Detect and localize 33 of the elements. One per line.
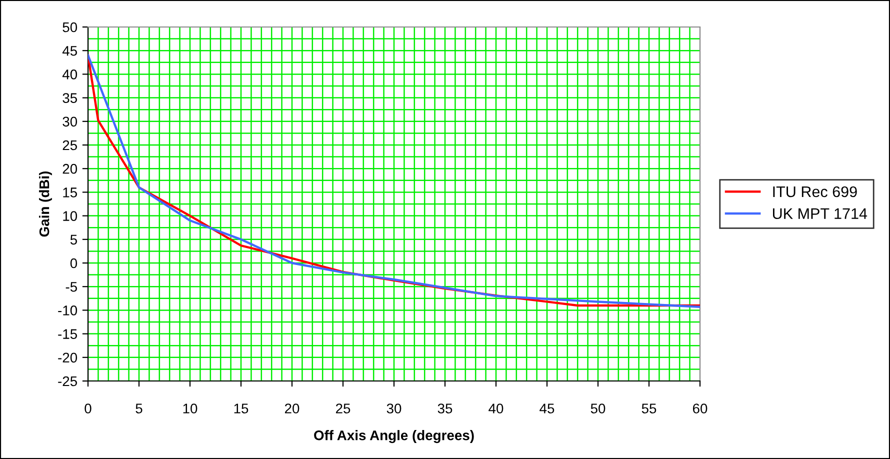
y-axis-title: Gain (dBi) xyxy=(39,172,52,237)
y-tick-label: -5 xyxy=(66,282,77,292)
y-tick-label: 25 xyxy=(62,140,78,150)
y-tick-label: 45 xyxy=(62,46,78,56)
y-tick-label: 50 xyxy=(62,22,78,32)
x-tick-label: 0 xyxy=(84,404,92,414)
y-tick-label: -25 xyxy=(58,376,78,386)
x-tick-label: 35 xyxy=(438,404,452,414)
y-tick-label: -15 xyxy=(58,329,78,339)
x-tick-label: 45 xyxy=(540,404,554,414)
y-tick-label: 20 xyxy=(62,164,78,174)
legend-label: ITU Rec 699 xyxy=(773,186,857,198)
x-tick-label: 50 xyxy=(590,404,606,414)
x-tick-label: 25 xyxy=(336,404,350,414)
y-tick-label: 5 xyxy=(70,234,77,245)
x-axis-title: Off Axis Angle (degrees) xyxy=(314,430,474,444)
x-tick-label: 15 xyxy=(234,404,248,414)
y-tick-label: -10 xyxy=(58,306,78,316)
x-tick-label: 5 xyxy=(136,404,142,414)
y-tick-label: 30 xyxy=(62,116,78,127)
x-tick-label: 30 xyxy=(386,404,402,414)
x-tick-label: 40 xyxy=(488,404,504,414)
y-tick-label: -20 xyxy=(58,352,78,363)
x-tick-label: 10 xyxy=(183,404,198,414)
x-tick-label: 55 xyxy=(642,404,656,414)
x-tick-label: 60 xyxy=(692,404,708,414)
y-tick-label: 15 xyxy=(63,188,78,198)
y-tick-label: 10 xyxy=(63,211,78,221)
y-tick-label: 0 xyxy=(70,258,78,268)
y-tick-label: 40 xyxy=(62,70,78,80)
x-tick-label: 20 xyxy=(284,404,300,414)
legend-label: UK MPT 1714 xyxy=(773,208,868,220)
y-tick-label: 35 xyxy=(62,93,78,103)
